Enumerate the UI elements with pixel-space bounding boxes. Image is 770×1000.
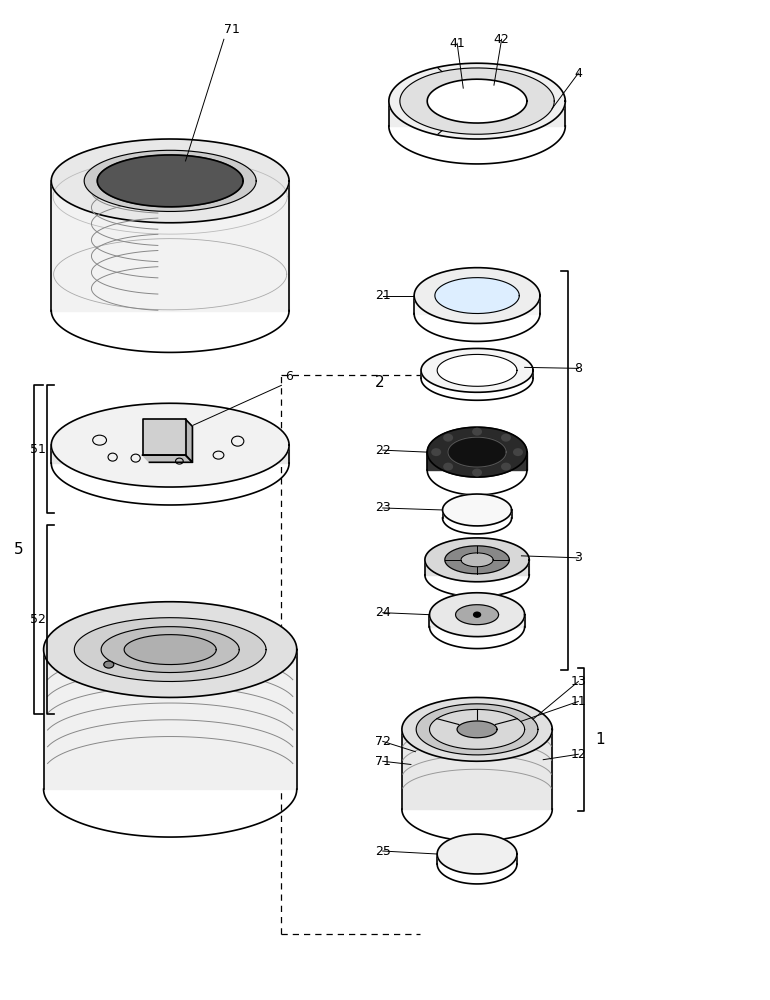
Ellipse shape <box>501 463 511 471</box>
Polygon shape <box>74 618 266 681</box>
Polygon shape <box>142 419 186 455</box>
Ellipse shape <box>474 612 480 617</box>
Text: 41: 41 <box>449 37 465 50</box>
Polygon shape <box>421 370 533 378</box>
Text: 12: 12 <box>571 748 586 761</box>
Polygon shape <box>52 139 289 223</box>
Polygon shape <box>430 615 524 627</box>
Ellipse shape <box>444 434 453 442</box>
Polygon shape <box>443 510 511 518</box>
Polygon shape <box>457 721 497 738</box>
Polygon shape <box>400 68 554 134</box>
Polygon shape <box>414 296 540 314</box>
Text: 51: 51 <box>29 443 45 456</box>
Text: 72: 72 <box>375 735 390 748</box>
Polygon shape <box>430 709 524 749</box>
Polygon shape <box>427 79 527 123</box>
Text: 52: 52 <box>29 613 45 626</box>
Polygon shape <box>425 538 529 582</box>
Ellipse shape <box>501 434 511 442</box>
Polygon shape <box>84 150 256 211</box>
Text: 6: 6 <box>285 370 293 383</box>
Polygon shape <box>461 553 493 567</box>
Polygon shape <box>421 348 533 392</box>
Polygon shape <box>101 627 239 673</box>
Text: 22: 22 <box>375 444 390 457</box>
Polygon shape <box>437 854 517 864</box>
Ellipse shape <box>472 469 482 477</box>
Polygon shape <box>52 445 289 463</box>
Text: 13: 13 <box>571 675 586 688</box>
Polygon shape <box>124 635 216 665</box>
Polygon shape <box>44 602 296 697</box>
Text: 71: 71 <box>223 23 239 36</box>
Polygon shape <box>427 452 527 470</box>
Text: 42: 42 <box>494 33 510 46</box>
Text: 1: 1 <box>595 732 605 747</box>
Polygon shape <box>427 427 527 477</box>
Polygon shape <box>414 268 540 323</box>
Polygon shape <box>97 155 243 207</box>
Polygon shape <box>44 650 296 789</box>
Text: 3: 3 <box>574 551 582 564</box>
Text: 2: 2 <box>376 375 385 390</box>
Polygon shape <box>402 697 552 761</box>
Text: 11: 11 <box>571 695 586 708</box>
Ellipse shape <box>444 463 453 471</box>
Text: 8: 8 <box>574 362 582 375</box>
Ellipse shape <box>472 428 482 436</box>
Text: 24: 24 <box>375 606 390 619</box>
Polygon shape <box>389 101 565 126</box>
Polygon shape <box>186 419 192 462</box>
Text: 21: 21 <box>375 289 390 302</box>
Polygon shape <box>417 704 538 755</box>
Polygon shape <box>445 546 509 574</box>
Text: 23: 23 <box>375 501 390 514</box>
Text: 71: 71 <box>375 755 390 768</box>
Polygon shape <box>437 834 517 874</box>
Polygon shape <box>52 403 289 487</box>
Polygon shape <box>389 63 565 139</box>
Polygon shape <box>425 560 529 575</box>
Ellipse shape <box>104 661 114 668</box>
Polygon shape <box>402 729 552 809</box>
Polygon shape <box>52 181 289 311</box>
Text: 5: 5 <box>14 542 24 557</box>
Polygon shape <box>448 437 506 467</box>
Polygon shape <box>435 278 519 314</box>
Text: 4: 4 <box>574 67 582 80</box>
Polygon shape <box>437 354 517 386</box>
Ellipse shape <box>431 448 441 456</box>
Polygon shape <box>443 494 511 526</box>
Ellipse shape <box>513 448 523 456</box>
Polygon shape <box>142 455 192 462</box>
Polygon shape <box>456 605 498 625</box>
Polygon shape <box>430 593 524 637</box>
Text: 25: 25 <box>375 845 390 858</box>
